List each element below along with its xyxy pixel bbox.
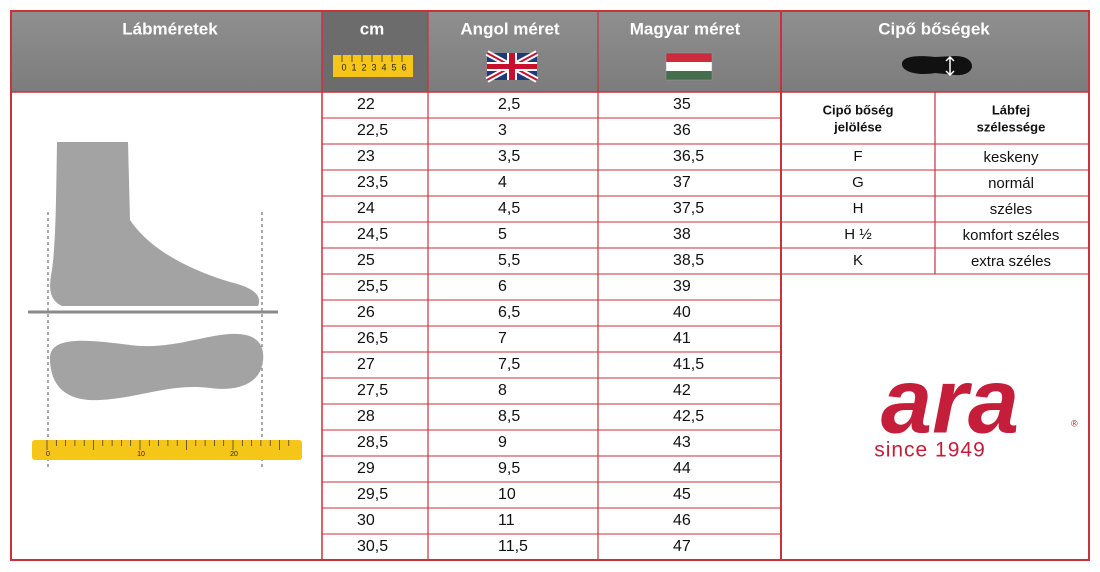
- logo-registered: ®: [1071, 418, 1078, 428]
- size-cell: 36: [673, 122, 691, 139]
- size-cell: 4: [498, 174, 507, 191]
- size-cell: 23: [357, 148, 375, 165]
- header-label: Angol méret: [460, 19, 560, 38]
- header-label: Cipő bőségek: [878, 19, 990, 38]
- ruler-digit: 3: [371, 62, 376, 72]
- logo-brand: ara: [881, 350, 1019, 452]
- size-cell: 35: [673, 96, 691, 113]
- size-cell: 37: [673, 174, 691, 191]
- size-cell: 7: [498, 330, 507, 347]
- size-cell: 4,5: [498, 200, 520, 217]
- size-cell: 22,5: [357, 122, 388, 139]
- size-cell: 26,5: [357, 330, 388, 347]
- size-cell: 11,5: [498, 538, 528, 555]
- width-code: H ½: [844, 226, 872, 243]
- width-desc: széles: [990, 201, 1033, 218]
- header-label: Lábméretek: [122, 19, 218, 38]
- size-cell: 42: [673, 382, 691, 399]
- width-header: Lábfej: [992, 102, 1030, 117]
- cm-header-band: [322, 12, 428, 92]
- header-label: cm: [360, 19, 385, 38]
- uk-flag: [485, 50, 539, 83]
- size-cell: 2,5: [498, 96, 520, 113]
- size-cell: 42,5: [673, 408, 704, 425]
- size-cell: 8: [498, 382, 507, 399]
- ruler-digit: 2: [361, 62, 366, 72]
- size-cell: 30: [357, 512, 375, 529]
- size-cell: 47: [673, 538, 691, 555]
- ruler-digit: 4: [381, 62, 386, 72]
- size-cell: 10: [498, 486, 516, 503]
- width-code: F: [853, 148, 862, 165]
- ruler-label: 20: [230, 451, 238, 458]
- size-cell: 7,5: [498, 356, 520, 373]
- logo-tagline: since 1949: [874, 439, 986, 462]
- size-cell: 27: [357, 356, 375, 373]
- outer-border: [780, 10, 1090, 561]
- size-cell: 6: [498, 278, 507, 295]
- size-cell: 39: [673, 278, 691, 295]
- size-cell: 5: [498, 226, 507, 243]
- size-cell: 3: [498, 122, 507, 139]
- size-cell: 28: [357, 408, 375, 425]
- width-code: H: [853, 200, 864, 217]
- size-cell: 11: [498, 512, 515, 529]
- ruler-digit: 5: [391, 62, 396, 72]
- size-cell: 25,5: [357, 278, 388, 295]
- width-header: jelölése: [833, 119, 882, 134]
- size-cell: 8,5: [498, 408, 520, 425]
- size-cell: 44: [673, 460, 691, 477]
- ruler-digit: 0: [341, 62, 346, 72]
- size-cell: 27,5: [357, 382, 388, 399]
- width-code: K: [853, 252, 863, 269]
- size-cell: 46: [673, 512, 691, 529]
- ruler-icon: [333, 55, 413, 77]
- widths-header-band: [782, 12, 1088, 92]
- ruler-digit: 6: [401, 62, 406, 72]
- size-cell: 30,5: [357, 538, 388, 555]
- ruler-label: 0: [46, 451, 50, 458]
- size-cell: 41,5: [673, 356, 704, 373]
- width-desc: keskeny: [983, 149, 1039, 166]
- size-cell: 29,5: [357, 486, 388, 503]
- size-cell: 9: [498, 434, 507, 451]
- ruler-digit: 1: [351, 62, 356, 72]
- size-cell: 41: [673, 330, 691, 347]
- ruler-label: 10: [137, 451, 145, 458]
- size-cell: 9,5: [498, 460, 520, 477]
- foot-illustration: [28, 142, 302, 470]
- size-cell: 6,5: [498, 304, 520, 321]
- width-header: szélessége: [977, 119, 1046, 134]
- size-cell: 29: [357, 460, 375, 477]
- size-cell: 43: [673, 434, 691, 451]
- size-cell: 28,5: [357, 434, 388, 451]
- hu-flag: [665, 52, 713, 81]
- size-cell: 37,5: [673, 200, 704, 217]
- width-header: Cipő bőség: [823, 102, 894, 117]
- size-cell: 25: [357, 252, 375, 269]
- foot-ruler: 0 10 20: [46, 440, 290, 458]
- width-code: G: [852, 174, 864, 191]
- size-cell: 36,5: [673, 148, 704, 165]
- size-cell: 38,5: [673, 252, 704, 269]
- size-cell: 45: [673, 486, 691, 503]
- size-cell: 26: [357, 304, 375, 321]
- size-cell: 5,5: [498, 252, 520, 269]
- size-cell: 3,5: [498, 148, 520, 165]
- header-label: Magyar méret: [630, 19, 741, 38]
- size-cell: 38: [673, 226, 691, 243]
- size-cell: 22: [357, 96, 375, 113]
- size-cell: 24,5: [357, 226, 388, 243]
- sole-icon: [902, 55, 972, 77]
- size-cell: 40: [673, 304, 691, 321]
- width-desc: normál: [988, 175, 1034, 192]
- size-cell: 23,5: [357, 174, 388, 191]
- size-cell: 24: [357, 200, 375, 217]
- width-desc: komfort széles: [963, 227, 1060, 244]
- width-desc: extra széles: [971, 253, 1051, 270]
